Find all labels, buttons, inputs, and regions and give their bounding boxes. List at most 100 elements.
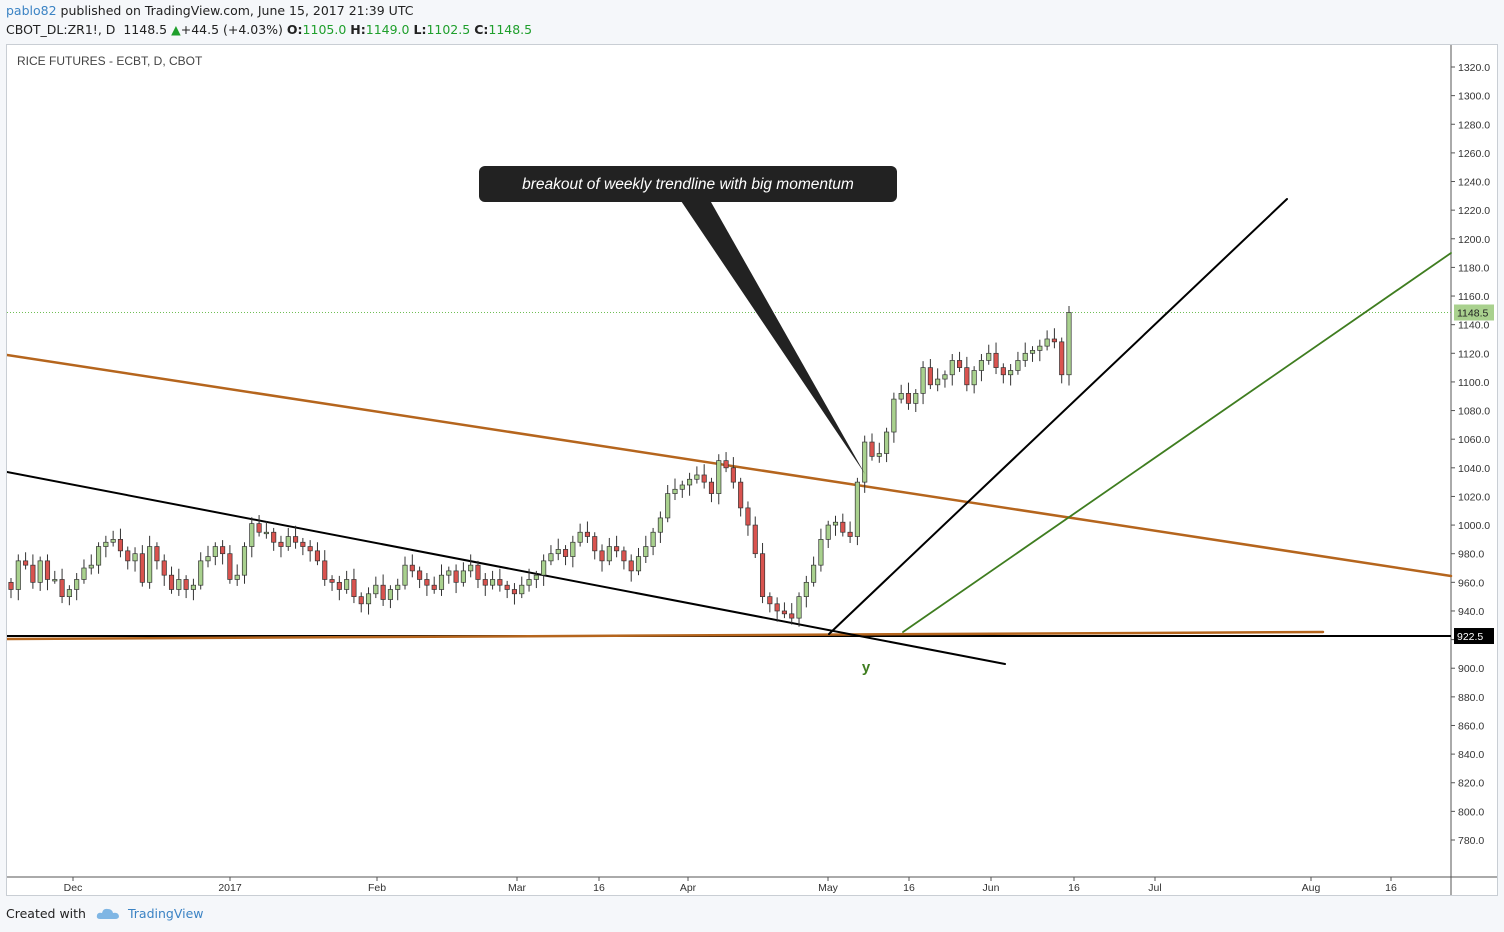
candle[interactable] [278,535,284,558]
candle[interactable] [66,585,72,606]
candle[interactable] [584,521,590,543]
candle[interactable] [519,576,525,599]
candle[interactable] [971,366,977,394]
candle[interactable] [570,535,576,568]
callout[interactable]: breakout of weekly trendline with big mo… [479,166,897,676]
candle[interactable] [125,546,131,570]
candle[interactable] [1000,363,1006,384]
candle[interactable] [1044,330,1050,351]
candle[interactable] [168,566,175,594]
candle[interactable] [927,359,933,390]
candle[interactable] [876,442,882,463]
chart-panel[interactable]: RICE FUTURES - ECBT, D, CBOT 780.0 800.0 8… [6,44,1498,896]
trendlines[interactable] [7,198,1453,665]
candle[interactable] [314,542,321,566]
candle[interactable] [759,542,766,604]
candle[interactable] [730,457,736,489]
candle[interactable] [293,525,299,549]
candle[interactable] [460,562,466,587]
candle[interactable] [322,550,328,586]
candle[interactable] [52,570,58,584]
candle[interactable] [840,513,846,537]
candle[interactable] [183,575,189,599]
candle[interactable] [1066,306,1072,386]
callout-box[interactable] [479,166,897,202]
candle[interactable] [344,570,350,594]
candle[interactable] [898,384,904,404]
candle[interactable] [854,477,860,546]
candle[interactable] [869,433,875,461]
candle[interactable] [453,564,459,594]
candle[interactable] [701,464,707,489]
time-axis[interactable]: Dec 2017 Feb Mar 16 Apr May 16 Jun 16 Jul Aug 16 [7,876,1497,894]
candle[interactable] [1059,337,1065,384]
candle[interactable] [628,554,634,582]
candle[interactable] [1015,351,1021,375]
candle[interactable] [891,392,897,443]
candle[interactable] [241,542,248,584]
candle[interactable] [380,574,386,606]
candle[interactable] [468,554,474,578]
candle[interactable] [592,532,598,560]
candle[interactable] [234,564,240,586]
candle[interactable] [307,540,313,562]
candle[interactable] [599,544,605,572]
candle[interactable] [796,592,802,627]
candle[interactable] [161,554,167,586]
candle[interactable] [818,528,824,572]
candle[interactable] [438,564,445,596]
candle[interactable] [986,344,992,365]
candle[interactable] [249,517,255,558]
candle[interactable] [402,556,408,590]
candle[interactable] [387,585,393,609]
candle[interactable] [23,552,29,570]
candle[interactable] [957,351,963,372]
candle[interactable] [752,516,758,558]
candle[interactable] [978,354,984,382]
candle[interactable] [832,515,839,536]
candle[interactable] [847,521,853,543]
author-link[interactable]: pablo82 [6,3,57,18]
candle[interactable] [905,382,912,410]
candle[interactable] [395,578,401,601]
candle[interactable] [227,545,233,584]
candle[interactable] [745,501,751,536]
candle[interactable] [949,354,955,386]
candle[interactable] [548,545,554,566]
candle[interactable] [431,576,437,594]
candle[interactable] [913,389,919,412]
candle[interactable] [44,554,51,591]
candle[interactable] [110,530,116,547]
candle[interactable] [920,361,926,405]
candle[interactable] [220,540,226,565]
candle[interactable] [606,537,612,566]
candle[interactable] [781,602,787,619]
candle[interactable] [767,592,773,613]
candle[interactable] [723,452,729,473]
candle[interactable] [687,472,693,496]
candle[interactable] [329,575,335,591]
candle[interactable] [716,454,722,505]
candle[interactable] [497,568,503,592]
candle[interactable] [37,556,43,591]
candle[interactable] [993,342,999,375]
candle[interactable] [103,535,109,558]
candle[interactable] [117,528,123,558]
candle[interactable] [358,592,364,613]
candle[interactable] [490,570,496,590]
candle[interactable] [147,535,153,589]
candle[interactable] [271,527,277,551]
candle[interactable] [30,554,36,589]
candle[interactable] [417,566,423,589]
candle[interactable] [256,515,262,537]
candle[interactable] [285,527,291,551]
candle[interactable] [533,570,539,589]
candle[interactable] [132,547,138,572]
candle[interactable] [884,427,890,463]
candle[interactable] [96,542,102,574]
candle[interactable] [1037,339,1043,362]
candle[interactable] [621,546,627,570]
candle[interactable] [935,368,941,392]
candle[interactable] [643,535,649,564]
candle[interactable] [15,554,21,601]
